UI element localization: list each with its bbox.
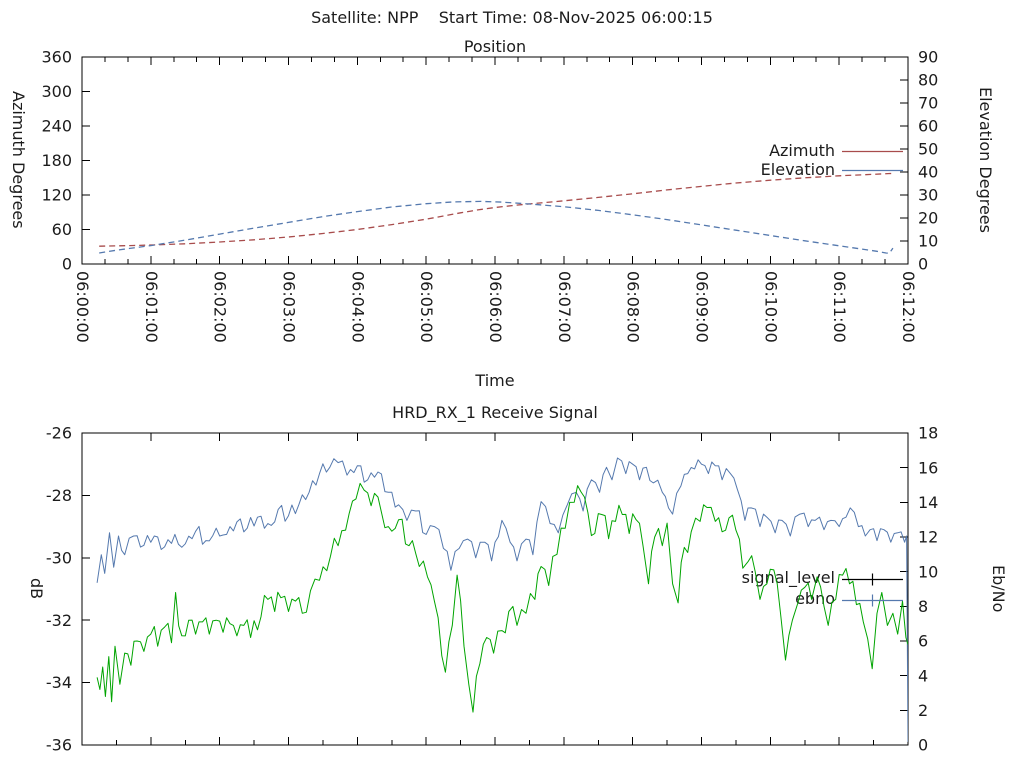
legend-signal-level-label: signal_level xyxy=(741,568,835,587)
svg-text:120: 120 xyxy=(41,186,72,205)
position-chart-title: Position xyxy=(463,37,527,56)
svg-text:60: 60 xyxy=(918,117,938,136)
svg-text:18: 18 xyxy=(918,424,938,443)
series-ebno xyxy=(96,482,908,713)
svg-text:06:09:00: 06:09:00 xyxy=(693,271,712,343)
svg-text:-34: -34 xyxy=(46,673,72,692)
series-elevation xyxy=(99,200,894,254)
svg-text:-32: -32 xyxy=(46,611,72,630)
svg-text:30: 30 xyxy=(918,186,938,205)
svg-text:06:07:00: 06:07:00 xyxy=(555,271,574,343)
signal-chart-title: HRD_RX_1 Receive Signal xyxy=(392,403,598,422)
svg-text:8: 8 xyxy=(918,597,928,616)
svg-text:0: 0 xyxy=(918,736,928,755)
svg-text:180: 180 xyxy=(41,151,72,170)
svg-text:4: 4 xyxy=(918,666,928,685)
svg-text:70: 70 xyxy=(918,94,938,113)
svg-text:06:05:00: 06:05:00 xyxy=(417,271,436,343)
svg-text:240: 240 xyxy=(41,117,72,136)
legend-azimuth-label: Azimuth xyxy=(769,141,835,160)
svg-text:06:11:00: 06:11:00 xyxy=(830,271,849,343)
svg-text:80: 80 xyxy=(918,71,938,90)
svg-text:06:02:00: 06:02:00 xyxy=(211,271,230,343)
series-azimuth xyxy=(99,172,893,247)
svg-text:10: 10 xyxy=(918,232,938,251)
svg-text:06:10:00: 06:10:00 xyxy=(761,271,780,343)
svg-text:10: 10 xyxy=(918,562,938,581)
time-axis-label: Time xyxy=(475,371,515,390)
svg-text:-28: -28 xyxy=(46,486,72,505)
svg-text:60: 60 xyxy=(52,220,72,239)
svg-text:06:04:00: 06:04:00 xyxy=(348,271,367,343)
svg-text:06:08:00: 06:08:00 xyxy=(624,271,643,343)
svg-text:2: 2 xyxy=(918,701,928,720)
svg-text:40: 40 xyxy=(918,163,938,182)
svg-text:20: 20 xyxy=(918,209,938,228)
svg-text:6: 6 xyxy=(918,632,928,651)
series-signal_level xyxy=(96,457,908,742)
svg-text:0: 0 xyxy=(918,255,928,274)
svg-text:50: 50 xyxy=(918,140,938,159)
svg-text:16: 16 xyxy=(918,458,938,477)
svg-text:06:12:00: 06:12:00 xyxy=(899,271,918,343)
svg-text:12: 12 xyxy=(918,528,938,547)
svg-text:06:03:00: 06:03:00 xyxy=(280,271,299,343)
svg-text:0: 0 xyxy=(62,255,72,274)
svg-text:-30: -30 xyxy=(46,548,72,567)
svg-text:06:00:00: 06:00:00 xyxy=(73,271,92,343)
main-title: Satellite: NPP Start Time: 08-Nov-2025 0… xyxy=(311,8,713,27)
svg-text:90: 90 xyxy=(918,48,938,67)
svg-text:06:06:00: 06:06:00 xyxy=(486,271,505,343)
svg-text:300: 300 xyxy=(41,82,72,101)
legend-elevation-label: Elevation xyxy=(760,160,835,179)
legend-ebno-label: ebno xyxy=(795,589,835,608)
svg-text:360: 360 xyxy=(41,48,72,67)
svg-text:14: 14 xyxy=(918,493,938,512)
svg-text:06:01:00: 06:01:00 xyxy=(142,271,161,343)
svg-text:-36: -36 xyxy=(46,736,72,755)
svg-text:-26: -26 xyxy=(46,424,72,443)
